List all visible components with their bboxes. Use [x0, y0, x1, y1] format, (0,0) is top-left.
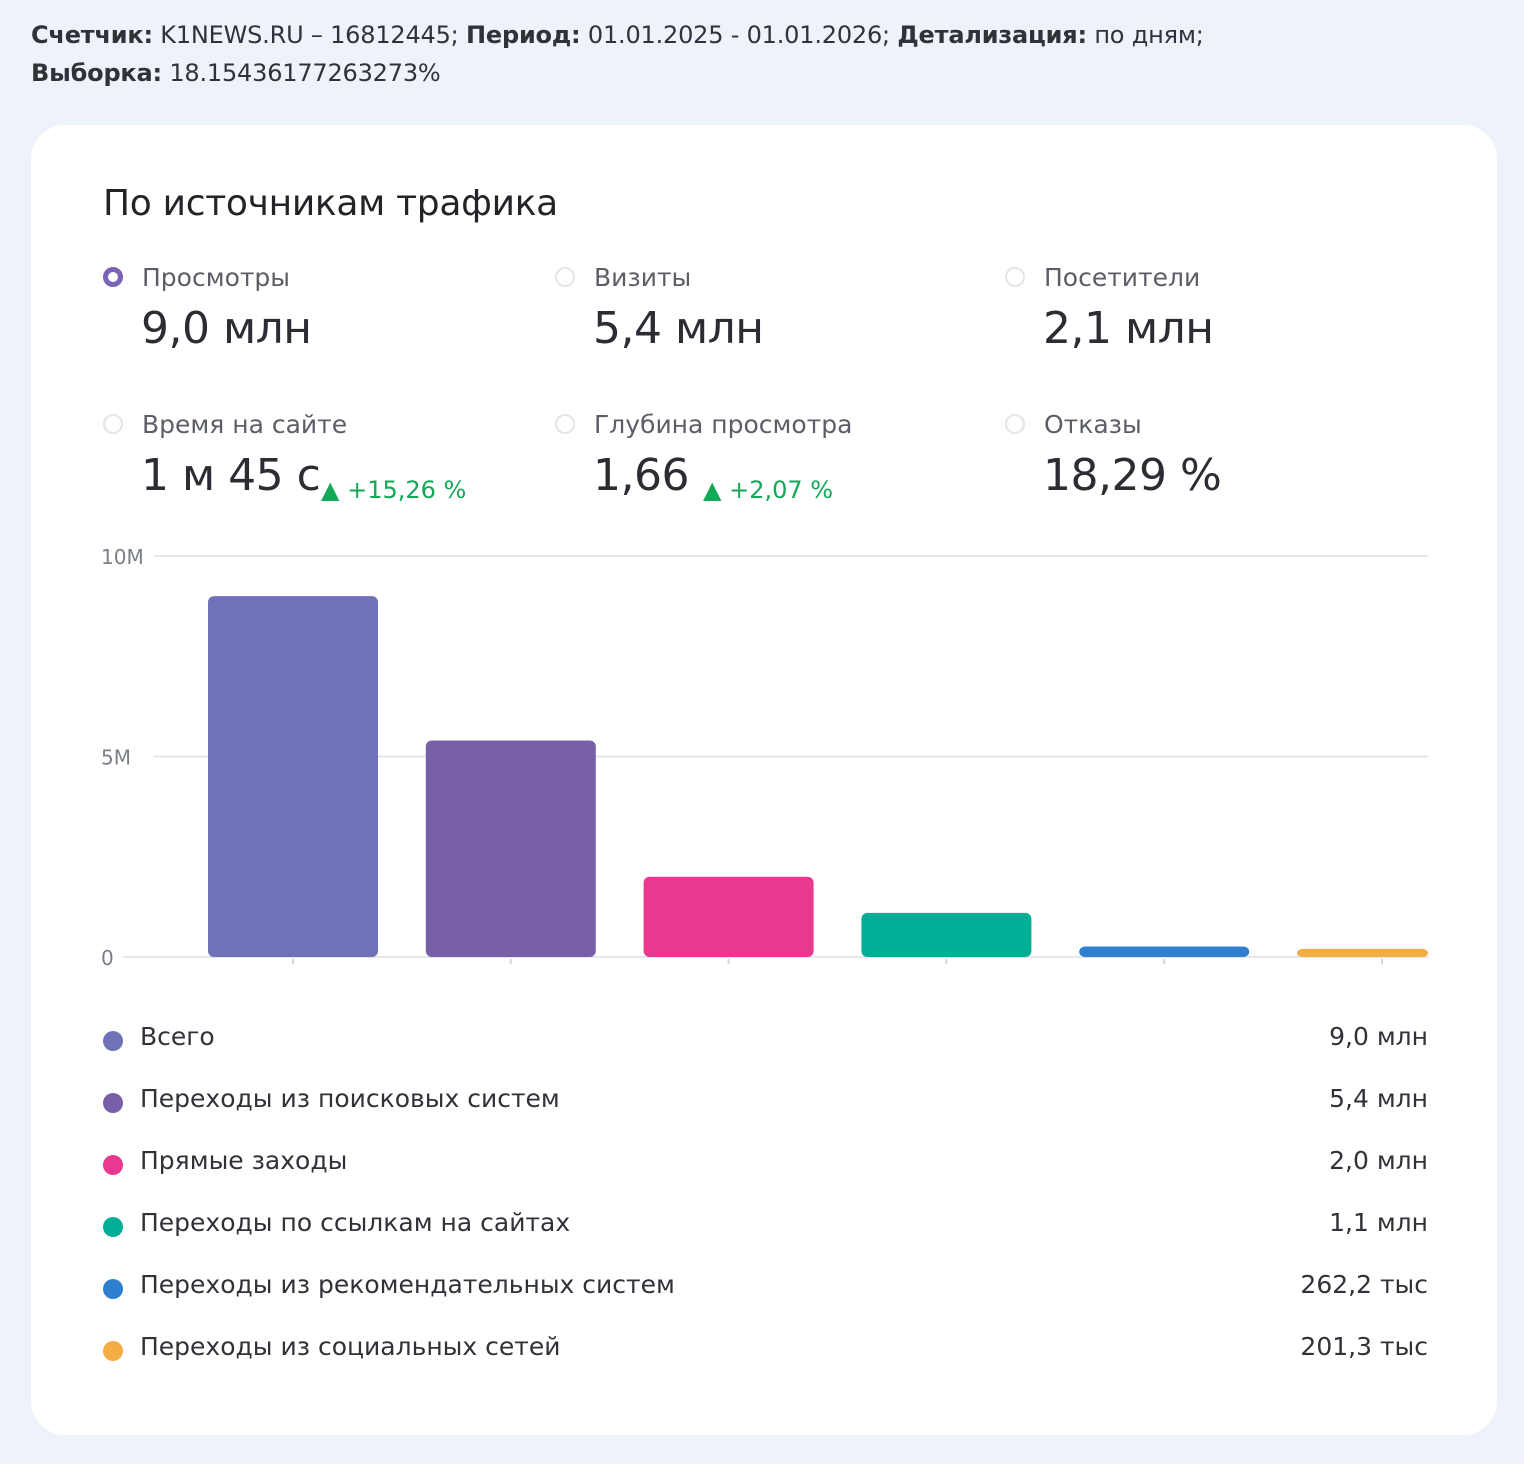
bar-2[interactable]	[425, 740, 596, 957]
legend-name: Переходы из поисковых систем	[140, 1084, 560, 1113]
metric-visitors[interactable]: Посетители 2,1 млн	[1005, 263, 1425, 385]
legend-dot-icon	[103, 1341, 123, 1361]
legend-value: 2,0 млн	[1329, 1146, 1428, 1175]
legend-dot-icon	[103, 1093, 123, 1113]
radio-icon[interactable]	[555, 267, 575, 287]
legend-dot-icon	[103, 1279, 123, 1299]
metric-label: Посетители	[1044, 263, 1201, 292]
metric-change: ▲ +15,26 %	[321, 476, 467, 504]
legend-item[interactable]: Переходы из поисковых систем 5,4 млн	[103, 1082, 1428, 1144]
header-line-2: Выборка: 18.15436177263273%	[31, 54, 1491, 92]
bar-3[interactable]	[643, 876, 814, 957]
legend-item[interactable]: Переходы по ссылкам на сайтах 1,1 млн	[103, 1206, 1428, 1268]
legend-item[interactable]: Переходы из рекомендательных систем 262,2…	[103, 1268, 1428, 1330]
metric-bounce-rate[interactable]: Отказы 18,29 %	[1005, 410, 1425, 532]
metric-visits[interactable]: Визиты 5,4 млн	[555, 263, 975, 385]
metric-value: 9,0 млн	[141, 303, 312, 354]
radio-icon[interactable]	[1005, 414, 1025, 434]
legend: Всего 9,0 млн Переходы из поисковых систем…	[103, 1020, 1428, 1392]
period-value: 01.01.2025 - 01.01.2026;	[587, 21, 890, 49]
legend-dot-icon	[103, 1217, 123, 1237]
report-header: Счетчик: K1NEWS.RU – 16812445; Период: 0…	[31, 16, 1491, 92]
metric-time-on-site[interactable]: Время на сайте 1 м 45 с ▲ +15,26 %	[103, 410, 523, 532]
legend-value: 262,2 тыс	[1300, 1270, 1428, 1299]
metric-page-depth[interactable]: Глубина просмотра 1,66 ▲ +2,07 %	[555, 410, 975, 532]
counter-value: K1NEWS.RU – 16812445;	[160, 21, 459, 49]
legend-item[interactable]: Переходы из социальных сетей 201,3 тыс	[103, 1330, 1428, 1392]
metric-label: Отказы	[1044, 410, 1142, 439]
radio-icon[interactable]	[103, 414, 123, 434]
detail-value: по дням;	[1094, 21, 1204, 49]
legend-value: 1,1 млн	[1329, 1208, 1428, 1237]
legend-name: Прямые заходы	[140, 1146, 348, 1175]
legend-name: Переходы из социальных сетей	[140, 1332, 561, 1361]
metric-value: 5,4 млн	[593, 303, 764, 354]
legend-value: 5,4 млн	[1329, 1084, 1428, 1113]
sample-label: Выборка:	[31, 59, 162, 87]
metric-value: 2,1 млн	[1043, 303, 1214, 354]
bar-1[interactable]	[208, 596, 378, 957]
bar-6[interactable]	[1297, 948, 1428, 957]
metric-label: Визиты	[594, 263, 692, 292]
y-tick-label: 10M	[101, 545, 144, 569]
detail-label: Детализация:	[897, 21, 1087, 49]
radio-selected-icon[interactable]	[103, 267, 123, 287]
legend-name: Всего	[140, 1022, 215, 1051]
metric-label: Время на сайте	[142, 410, 348, 439]
traffic-sources-card: По источникам трафика Просмотры 9,0 млн …	[31, 125, 1497, 1435]
metric-value: 1,66	[593, 450, 689, 501]
metric-value: 1 м 45 с	[141, 450, 321, 501]
bar-chart: 0 5M 10M	[101, 545, 1428, 970]
metric-label: Просмотры	[142, 263, 291, 292]
legend-item[interactable]: Всего 9,0 млн	[103, 1020, 1428, 1082]
legend-name: Переходы по ссылкам на сайтах	[140, 1208, 571, 1237]
metric-pageviews[interactable]: Просмотры 9,0 млн	[103, 263, 523, 385]
y-tick-label: 5M	[101, 746, 131, 770]
legend-value: 201,3 тыс	[1300, 1332, 1428, 1361]
legend-dot-icon	[103, 1155, 123, 1175]
metric-change: ▲ +2,07 %	[703, 476, 834, 504]
legend-name: Переходы из рекомендательных систем	[140, 1270, 675, 1299]
period-label: Период:	[466, 21, 581, 49]
legend-item[interactable]: Прямые заходы 2,0 млн	[103, 1144, 1428, 1206]
sample-value: 18.15436177263273%	[169, 59, 441, 87]
radio-icon[interactable]	[555, 414, 575, 434]
header-line-1: Счетчик: K1NEWS.RU – 16812445; Период: 0…	[31, 16, 1491, 54]
legend-dot-icon	[103, 1031, 123, 1051]
bar-5[interactable]	[1079, 946, 1250, 957]
radio-icon[interactable]	[1005, 267, 1025, 287]
bar-4[interactable]	[861, 912, 1032, 957]
metric-value: 18,29 %	[1043, 450, 1222, 501]
y-tick-label: 0	[101, 946, 114, 970]
card-title: По источникам трафика	[103, 183, 558, 224]
legend-value: 9,0 млн	[1329, 1022, 1428, 1051]
counter-label: Счетчик:	[31, 21, 153, 49]
metric-label: Глубина просмотра	[594, 410, 853, 439]
